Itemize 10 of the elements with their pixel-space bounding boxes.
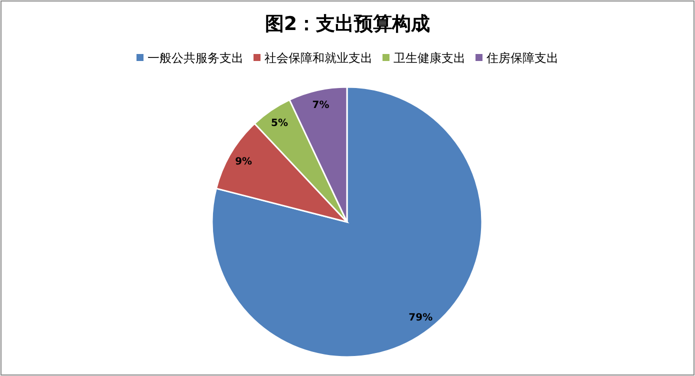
chart-title: 图2：支出预算构成: [264, 13, 430, 35]
data-label: 79%: [408, 312, 433, 324]
legend-label: 一般公共服务支出: [148, 51, 244, 66]
data-label: 9%: [235, 156, 252, 168]
legend-label: 社会保障和就业支出: [264, 51, 372, 66]
legend-label: 卫生健康支出: [394, 51, 466, 66]
pie-slice: [211, 86, 483, 358]
legend-label: 住房保障支出: [486, 51, 558, 66]
data-label: 7%: [312, 100, 330, 112]
data-label: 5%: [270, 118, 288, 130]
